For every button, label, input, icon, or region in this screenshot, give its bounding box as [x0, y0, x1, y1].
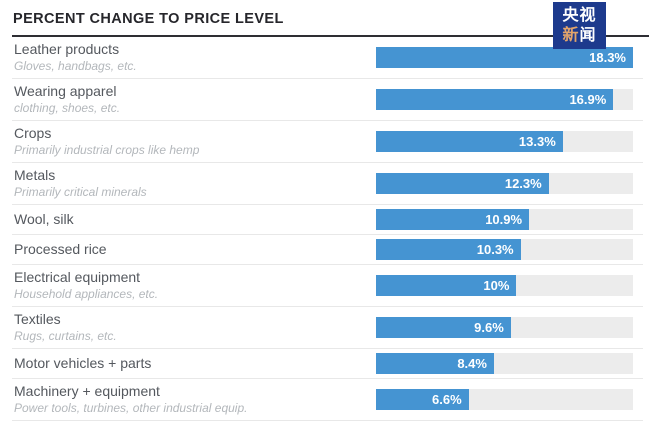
chart-row: Electrical equipment Household appliance…	[12, 265, 643, 307]
row-label: Crops	[14, 125, 52, 141]
row-sublabel: Primarily critical minerals	[14, 185, 147, 199]
bar-value-label: 10.9%	[485, 212, 523, 227]
bar-track: 12.3%	[376, 173, 633, 194]
bar-track: 6.6%	[376, 389, 633, 410]
row-sublabel: Gloves, handbags, etc.	[14, 59, 137, 73]
logo-char-wen: 闻	[579, 26, 597, 44]
row-labels: Metals Primarily critical minerals	[12, 167, 376, 200]
bar-value-label: 6.6%	[432, 392, 462, 407]
logo-line-2: 新闻	[562, 26, 596, 46]
chart-row: Wearing apparel clothing, shoes, etc. 16…	[12, 79, 643, 121]
row-sublabel: Primarily industrial crops like hemp	[14, 143, 200, 157]
bar-track: 9.6%	[376, 317, 633, 338]
row-labels: Processed rice	[12, 241, 376, 258]
row-label: Wool, silk	[14, 211, 74, 227]
row-sublabel: clothing, shoes, etc.	[14, 101, 121, 115]
bar-fill: 13.3%	[376, 131, 563, 152]
row-label: Metals	[14, 167, 56, 183]
bar-fill: 10.3%	[376, 239, 521, 260]
bar-track: 18.3%	[376, 47, 633, 68]
logo-line-1: 央视	[562, 6, 597, 24]
row-labels: Machinery + equipment Power tools, turbi…	[12, 383, 376, 416]
bar-value-label: 13.3%	[518, 134, 556, 149]
chart-row: Wool, silk 10.9%	[12, 205, 643, 235]
row-label: Textiles	[14, 311, 61, 327]
row-label: Machinery + equipment	[14, 383, 160, 399]
bar-fill: 10%	[376, 275, 517, 296]
bar-fill: 12.3%	[376, 173, 549, 194]
row-label: Motor vehicles + parts	[14, 355, 152, 371]
row-sublabel: Household appliances, etc.	[14, 287, 159, 301]
bar-fill: 16.9%	[376, 89, 614, 110]
row-labels: Textiles Rugs, curtains, etc.	[12, 311, 376, 344]
bar-value-label: 10%	[483, 278, 510, 293]
bar-value-label: 9.6%	[474, 320, 504, 335]
bar-value-label: 16.9%	[569, 92, 607, 107]
row-sublabel: Power tools, turbines, other industrial …	[14, 401, 248, 415]
chart-row: Machinery + equipment Power tools, turbi…	[12, 379, 643, 421]
bar-track: 10.3%	[376, 239, 633, 260]
chart-row: Metals Primarily critical minerals 12.3%	[12, 163, 643, 205]
bar-value-label: 12.3%	[504, 176, 542, 191]
row-labels: Motor vehicles + parts	[12, 355, 376, 372]
row-label: Electrical equipment	[14, 269, 141, 285]
bar-value-label: 8.4%	[457, 356, 487, 371]
chart-rows: Leather products Gloves, handbags, etc. …	[12, 37, 643, 421]
row-labels: Electrical equipment Household appliance…	[12, 269, 376, 302]
bar-track: 16.9%	[376, 89, 633, 110]
row-labels: Wearing apparel clothing, shoes, etc.	[12, 83, 376, 116]
row-labels: Wool, silk	[12, 211, 376, 228]
chart-row: Textiles Rugs, curtains, etc. 9.6%	[12, 307, 643, 349]
chart-row: Leather products Gloves, handbags, etc. …	[12, 37, 643, 79]
row-sublabel: Rugs, curtains, etc.	[14, 329, 117, 343]
bar-fill: 18.3%	[376, 47, 633, 68]
cctv-news-logo: 央视 新闻	[553, 2, 606, 49]
bar-value-label: 18.3%	[589, 50, 626, 65]
bar-track: 8.4%	[376, 353, 633, 374]
bar-fill: 8.4%	[376, 353, 494, 374]
row-labels: Crops Primarily industrial crops like he…	[12, 125, 376, 158]
chart-row: Processed rice 10.3%	[12, 235, 643, 265]
logo-char-xin: 新	[562, 26, 580, 44]
row-label: Processed rice	[14, 241, 107, 257]
bar-track: 10.9%	[376, 209, 633, 230]
page-title: PERCENT CHANGE TO PRICE LEVEL	[13, 11, 284, 27]
row-label: Wearing apparel	[14, 83, 117, 99]
bar-track: 13.3%	[376, 131, 633, 152]
bar-fill: 10.9%	[376, 209, 530, 230]
chart-row: Crops Primarily industrial crops like he…	[12, 121, 643, 163]
bar-value-label: 10.3%	[476, 242, 514, 257]
bar-fill: 9.6%	[376, 317, 511, 338]
bar-track: 10%	[376, 275, 633, 296]
row-labels: Leather products Gloves, handbags, etc.	[12, 41, 376, 74]
bar-fill: 6.6%	[376, 389, 469, 410]
chart-row: Motor vehicles + parts 8.4%	[12, 349, 643, 379]
header: PERCENT CHANGE TO PRICE LEVEL	[12, 0, 649, 37]
row-label: Leather products	[14, 41, 120, 57]
